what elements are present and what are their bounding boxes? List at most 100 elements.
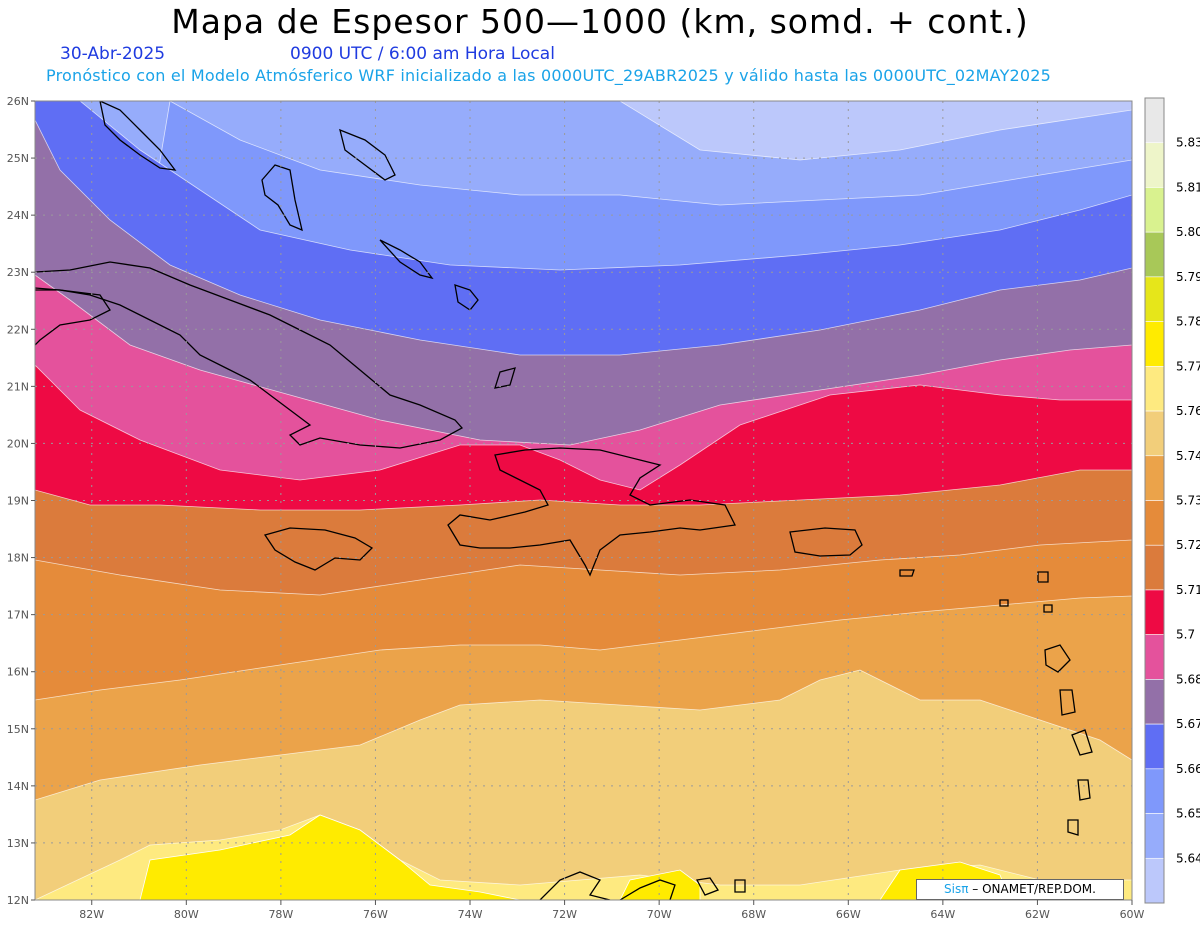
colorbar-frame (1144, 97, 1165, 904)
coastline (1059, 689, 1076, 716)
longitude-axis: 82W 80W 78W 76W 74W 72W 70W 68W 66W 64W 62W 60W (79, 900, 1145, 921)
pi-icon: π (961, 882, 969, 896)
longitude-label: 62W (1025, 908, 1050, 921)
longitude-label: 74W (458, 908, 483, 921)
forecast-time: 0900 UTC / 6:00 am Hora Local (290, 44, 555, 64)
colorbar-swatch (1144, 366, 1165, 412)
coastline (1043, 604, 1053, 613)
coastline (263, 527, 374, 571)
longitude-label: 78W (268, 908, 293, 921)
coastline (35, 261, 464, 449)
coastline (379, 239, 434, 280)
colorbar-label: 5.748 (1176, 449, 1200, 463)
colorbar-swatch (1144, 768, 1165, 814)
colorbar-label: 5.664 (1176, 762, 1200, 776)
colorbar-swatch (1144, 589, 1165, 635)
colorbar-label: 5.736 (1176, 494, 1200, 508)
colorbar-label: 5.831 (1176, 136, 1200, 150)
coastline (447, 447, 736, 577)
latitude-label: 19N (7, 495, 29, 508)
colorbar-label: 5.64 (1176, 851, 1200, 865)
colorbar-swatch (1144, 544, 1165, 591)
latitude-label: 13N (7, 837, 29, 850)
colorbar-swatch (1144, 321, 1165, 367)
longitude-label: 76W (363, 908, 388, 921)
colorbar-swatch (1144, 276, 1165, 322)
colorbar-label: 5.819 (1176, 180, 1200, 194)
coastline (619, 879, 676, 900)
longitude-label: 60W (1120, 908, 1145, 921)
colorbar-label: 5.807 (1176, 225, 1200, 239)
colorbar-label: 5.712 (1176, 583, 1200, 597)
longitude-label: 80W (174, 908, 199, 921)
coastline (539, 871, 611, 900)
colorbar-swatch (1144, 500, 1165, 546)
coastline (339, 128, 396, 181)
coastline (695, 877, 719, 896)
latitude-label: 14N (7, 780, 29, 793)
brand-prefix: Sis (944, 882, 962, 896)
brand-suffix: – ONAMET/REP.DOM. (972, 882, 1096, 896)
longitude-label: 70W (647, 908, 672, 921)
colorbar-label: 5.783 (1176, 315, 1200, 329)
coastline (1067, 819, 1079, 836)
coastline (999, 599, 1009, 607)
colorbar-label: 5.76 (1176, 404, 1200, 418)
latitude-label: 25N (7, 152, 29, 165)
longitude-label: 72W (552, 908, 577, 921)
latitude-label: 12N (7, 894, 29, 907)
coastline (99, 101, 177, 171)
thickness-bands (35, 101, 1132, 900)
colorbar-swatch (1144, 187, 1165, 233)
latitude-label: 15N (7, 723, 29, 736)
longitude-label: 66W (836, 908, 861, 921)
lat-lon-grid (35, 101, 1132, 900)
colorbar-swatch (1144, 723, 1165, 770)
colorbar-swatch (1144, 97, 1165, 144)
longitude-label: 64W (930, 908, 955, 921)
model-info: Pronóstico con el Modelo Atmósferico WRF… (46, 66, 1052, 85)
colorbar-swatch (1144, 410, 1165, 457)
colorbar-swatch (1144, 634, 1165, 680)
longitude-label: 68W (741, 908, 766, 921)
latitude-label: 16N (7, 666, 29, 679)
longitude-label: 82W (79, 908, 104, 921)
thickness-band (540, 688, 600, 700)
colorbar-swatch (1144, 142, 1165, 188)
colorbar-label: 5.652 (1176, 807, 1200, 821)
map-title: Mapa de Espesor 500—1000 (km, somd. + co… (171, 2, 1029, 41)
coastlines (35, 101, 1093, 900)
colorbar-label: 5.688 (1176, 672, 1200, 686)
colorbar-label: 5.772 (1176, 359, 1200, 373)
coastline (789, 527, 863, 557)
colorbar-swatch (1144, 679, 1165, 725)
thickness-band (619, 869, 701, 900)
coastline (734, 879, 746, 893)
coastline (454, 284, 479, 311)
latitude-label: 24N (7, 209, 29, 222)
colorbar-swatch (1144, 813, 1165, 859)
latitude-label: 17N (7, 609, 29, 622)
forecast-date: 30-Abr-2025 (60, 44, 166, 64)
colorbar-swatch (1144, 455, 1165, 501)
coastline (261, 164, 303, 232)
colorbar-label: 5.795 (1176, 270, 1200, 284)
coastline (1077, 779, 1091, 801)
colorbar-swatch (1144, 857, 1165, 904)
colorbar-label: 5.7 (1176, 628, 1195, 642)
latitude-label: 22N (7, 323, 29, 336)
latitude-label: 23N (7, 266, 29, 279)
latitude-label: 18N (7, 552, 29, 565)
coastline (899, 569, 915, 577)
coastline (494, 367, 516, 389)
latitude-label: 21N (7, 380, 29, 393)
coastline (1037, 571, 1049, 583)
coastline (35, 287, 111, 346)
latitude-label: 20N (7, 437, 29, 450)
colorbar: 5.831 5.819 5.807 5.795 5.783 5.772 5.76 5.748 5… (1144, 97, 1200, 904)
thickness-band (139, 814, 521, 900)
credit-box: Sisπ – ONAMET/REP.DOM. (916, 879, 1124, 900)
coastline (1071, 729, 1093, 756)
latitude-axis: 26N 25N 24N 23N 22N 21N 20N 19N 18N 17N 16N 15N 14N 1… (7, 95, 35, 907)
